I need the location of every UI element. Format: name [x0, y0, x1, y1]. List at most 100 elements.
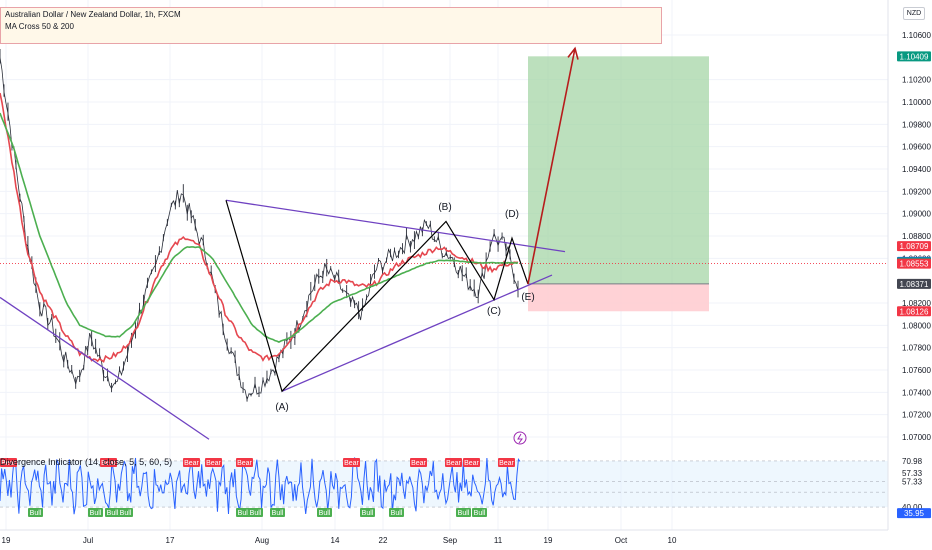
bear-badge-bg [343, 458, 360, 467]
price-tick-label: 1.07200 [902, 411, 931, 420]
bull-badge-bg [317, 508, 332, 517]
price-axis-bg [888, 0, 932, 550]
wave-label: (D) [505, 209, 519, 220]
bull-badge: Bull [456, 508, 471, 517]
price-badge[interactable]: 1.08709 [897, 241, 931, 252]
oscillator-title[interactable]: Divergence Indicator (14, close, 5, 5, 6… [0, 457, 173, 467]
bear-badge-bg [0, 458, 17, 467]
time-tick-label: 14 [331, 536, 340, 545]
bear-badge: Bear [0, 458, 17, 467]
currency-label[interactable]: NZD [903, 7, 925, 20]
bear-badge: Bear [410, 458, 427, 467]
lower-trendline[interactable] [281, 274, 553, 392]
price-badge[interactable]: 1.08371 [897, 278, 931, 289]
bull-badge-bg [360, 508, 375, 517]
bear-badge: Bear [463, 458, 480, 467]
wave-label: (A) [275, 402, 288, 413]
price-tick-label: 1.08000 [902, 321, 931, 330]
descending-trendline[interactable] [0, 296, 210, 440]
bear-badge-bg [410, 458, 427, 467]
position-zones[interactable] [0, 56, 888, 312]
projection-arrow[interactable] [527, 48, 576, 285]
price-axis[interactable]: 1.10600 1.10200 1.10000 1.09800 1.09600 1.094… [887, 0, 932, 550]
price-badge[interactable]: 1.08553 [897, 258, 931, 269]
oscillator-tick-label: 70.98 [902, 457, 923, 466]
price-tick-label: 1.07800 [902, 344, 931, 353]
lightning-icon [517, 433, 523, 444]
time-axis[interactable]: 19 Jul 17 Aug 14 22 Sep 11 19 Oct 10 [0, 529, 888, 550]
wave-label: (C) [487, 306, 501, 317]
price-tick-label: 1.09200 [902, 187, 931, 196]
price-badge[interactable]: 1.10409 [897, 51, 931, 62]
bear-badge-label: Bear [101, 460, 116, 467]
price-badge-bg [897, 258, 931, 269]
price-tick-label: 1.08200 [902, 299, 931, 308]
oscillator-tick-label: 40.00 [902, 503, 923, 512]
bull-badge-bg [105, 508, 120, 517]
bear-badge-bg [463, 458, 480, 467]
bull-badge: Bull [118, 508, 133, 517]
bull-badge: Bull [360, 508, 375, 517]
bull-badge: Bull [88, 508, 103, 517]
upper-trendline[interactable] [225, 199, 566, 253]
bull-badge-label: Bull [362, 510, 374, 517]
price-badge-bg [897, 278, 931, 289]
bull-badge: Bull [236, 508, 251, 517]
bull-badge: Bull [248, 508, 263, 517]
bull-badge-label: Bull [272, 510, 284, 517]
bear-badge-label: Bear [237, 460, 252, 467]
bull-badge-bg [270, 508, 285, 517]
bull-badge-label: Bull [107, 510, 119, 517]
wave-path[interactable] [225, 200, 529, 393]
symbol-legend[interactable]: Australian Dollar / New Zealand Dollar, … [0, 7, 662, 44]
bear-badge: Bear [100, 458, 117, 467]
bear-badge: Bear [343, 458, 360, 467]
oscillator-value-bg [897, 508, 931, 519]
drawings[interactable] [0, 46, 579, 440]
stop-zone[interactable] [528, 283, 709, 312]
bear-badge-bg [445, 458, 462, 467]
bull-badge-label: Bull [120, 510, 132, 517]
bear-badge: Bear [236, 458, 253, 467]
price-badge-bg [897, 51, 931, 62]
alert-icon[interactable] [513, 431, 527, 445]
price-badge-label: 1.08553 [900, 260, 929, 269]
price-series [0, 48, 519, 402]
time-tick-label: Oct [615, 536, 628, 545]
price-tick-label: 1.10200 [902, 76, 931, 85]
bear-badge: Bear [445, 458, 462, 467]
price-badge-label: 1.10409 [900, 52, 929, 61]
oscillator-value-label: 35.95 [904, 509, 925, 518]
oscillator-tick-label: 57.33 [902, 469, 923, 478]
bear-badge-label: Bear [446, 460, 461, 467]
price-tick-label: 1.09000 [902, 210, 931, 219]
price-badge-bg [897, 241, 931, 252]
bear-badge-bg [498, 458, 515, 467]
indicator-title[interactable]: MA Cross 50 & 200 [5, 22, 74, 31]
price-tick-label: 1.09800 [902, 120, 931, 129]
oscillator-line [0, 457, 521, 515]
price-badge[interactable]: 1.08126 [897, 306, 931, 317]
price-tick-label: 1.07000 [902, 433, 931, 442]
bull-badge: Bull [317, 508, 332, 517]
arrow-head [567, 46, 579, 60]
time-tick-label: 22 [379, 536, 388, 545]
bull-badge: Bull [389, 508, 404, 517]
bear-badge: Bear [498, 458, 515, 467]
price-tick-label: 1.07400 [902, 388, 931, 397]
bull-badge: Bull [270, 508, 285, 517]
price-tick-label: 1.07600 [902, 366, 931, 375]
time-tick-label: 17 [166, 536, 175, 545]
time-tick-label: 19 [544, 536, 553, 545]
bull-badge-bg [88, 508, 103, 517]
bull-badge-bg [456, 508, 471, 517]
bear-badge-bg [100, 458, 117, 467]
time-tick-label: Sep [443, 536, 458, 545]
time-tick-label: Aug [255, 536, 269, 545]
target-zone[interactable] [528, 56, 709, 284]
bear-badge-label: Bear [499, 460, 514, 467]
oscillator-value-badge[interactable]: 35.95 [897, 508, 931, 519]
bear-badge-label: Bear [464, 460, 479, 467]
bull-badge-bg [118, 508, 133, 517]
